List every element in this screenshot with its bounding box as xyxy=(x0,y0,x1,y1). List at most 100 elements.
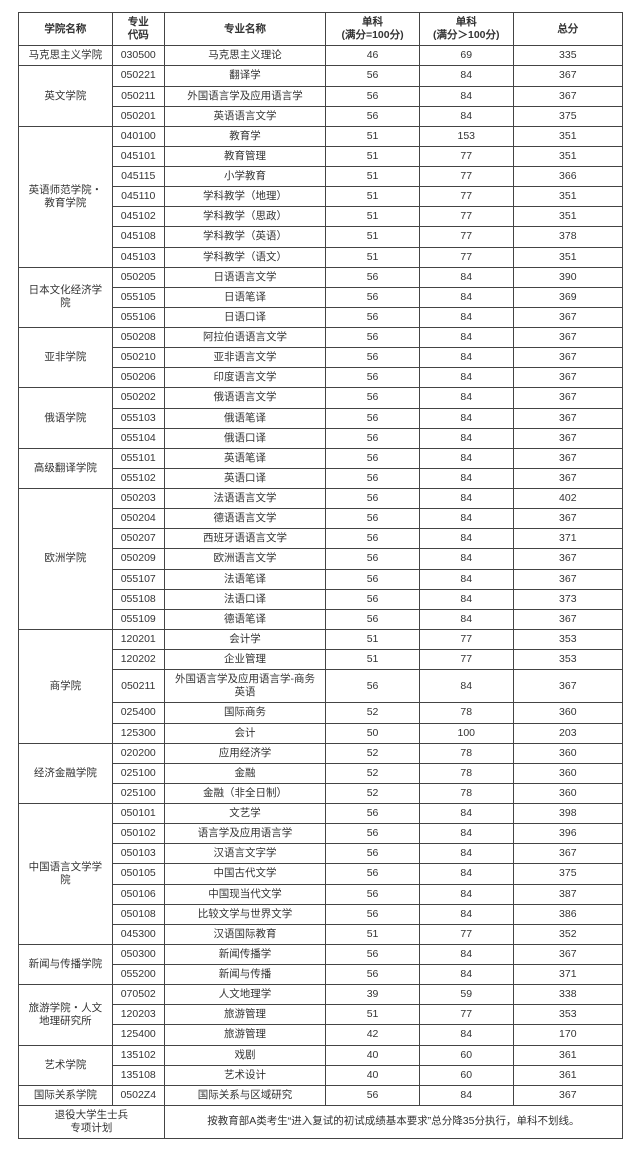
major-cell: 旅游管理 xyxy=(164,1005,325,1025)
value-cell: 361 xyxy=(513,1065,622,1085)
major-cell: 法语语言文学 xyxy=(164,489,325,509)
value-cell: 46 xyxy=(326,46,420,66)
school-cell: 欧洲学院 xyxy=(19,489,113,630)
value-cell: 56 xyxy=(326,348,420,368)
value-cell: 51 xyxy=(326,650,420,670)
value-cell: 335 xyxy=(513,46,622,66)
major-cell: 日语语言文学 xyxy=(164,267,325,287)
value-cell: 390 xyxy=(513,267,622,287)
value-cell: 56 xyxy=(326,408,420,428)
school-cell: 中国语言文学学院 xyxy=(19,804,113,945)
value-cell: 170 xyxy=(513,1025,622,1045)
value-cell: 338 xyxy=(513,985,622,1005)
major-cell: 中国古代文学 xyxy=(164,864,325,884)
major-cell: 小学教育 xyxy=(164,167,325,187)
major-cell: 人文地理学 xyxy=(164,985,325,1005)
value-cell: 84 xyxy=(419,86,513,106)
major-cell: 汉语言文字学 xyxy=(164,844,325,864)
value-cell: 84 xyxy=(419,824,513,844)
major-cell: 学科教学（英语） xyxy=(164,227,325,247)
code-cell: 055105 xyxy=(112,287,164,307)
major-cell: 外国语言学及应用语言学-商务英语 xyxy=(164,670,325,703)
major-cell: 德语笔译 xyxy=(164,609,325,629)
code-cell: 050211 xyxy=(112,670,164,703)
value-cell: 367 xyxy=(513,328,622,348)
value-cell: 69 xyxy=(419,46,513,66)
value-cell: 56 xyxy=(326,944,420,964)
major-cell: 欧洲语言文学 xyxy=(164,549,325,569)
major-cell: 学科教学（语文） xyxy=(164,247,325,267)
code-cell: 120202 xyxy=(112,650,164,670)
value-cell: 56 xyxy=(326,267,420,287)
col-3: 单科(满分=100分) xyxy=(326,13,420,46)
major-cell: 日语口译 xyxy=(164,307,325,327)
code-cell: 030500 xyxy=(112,46,164,66)
code-cell: 050105 xyxy=(112,864,164,884)
value-cell: 84 xyxy=(419,569,513,589)
major-cell: 阿拉伯语语言文学 xyxy=(164,328,325,348)
value-cell: 56 xyxy=(326,569,420,589)
code-cell: 020200 xyxy=(112,743,164,763)
school-cell: 商学院 xyxy=(19,629,113,743)
value-cell: 78 xyxy=(419,783,513,803)
table-row: 国际关系学院0502Z4国际关系与区域研究5684367 xyxy=(19,1085,623,1105)
major-cell: 国际商务 xyxy=(164,703,325,723)
table-row: 新闻与传播学院050300新闻传播学5684367 xyxy=(19,944,623,964)
code-cell: 045108 xyxy=(112,227,164,247)
major-cell: 英语笔译 xyxy=(164,448,325,468)
major-cell: 西班牙语语言文学 xyxy=(164,529,325,549)
code-cell: 025100 xyxy=(112,783,164,803)
value-cell: 77 xyxy=(419,924,513,944)
table-row: 商学院120201会计学5177353 xyxy=(19,629,623,649)
value-cell: 351 xyxy=(513,207,622,227)
code-cell: 050205 xyxy=(112,267,164,287)
major-cell: 应用经济学 xyxy=(164,743,325,763)
value-cell: 366 xyxy=(513,167,622,187)
value-cell: 84 xyxy=(419,1085,513,1105)
code-cell: 055109 xyxy=(112,609,164,629)
value-cell: 367 xyxy=(513,348,622,368)
major-cell: 外国语言学及应用语言学 xyxy=(164,86,325,106)
value-cell: 367 xyxy=(513,468,622,488)
value-cell: 56 xyxy=(326,609,420,629)
table-row: 艺术学院135102戏剧4060361 xyxy=(19,1045,623,1065)
major-cell: 亚非语言文学 xyxy=(164,348,325,368)
table-row: 英语师范学院・教育学院040100教育学51153351 xyxy=(19,126,623,146)
value-cell: 352 xyxy=(513,924,622,944)
code-cell: 055104 xyxy=(112,428,164,448)
value-cell: 84 xyxy=(419,804,513,824)
code-cell: 025100 xyxy=(112,763,164,783)
value-cell: 153 xyxy=(419,126,513,146)
value-cell: 367 xyxy=(513,448,622,468)
value-cell: 398 xyxy=(513,804,622,824)
value-cell: 367 xyxy=(513,569,622,589)
value-cell: 367 xyxy=(513,844,622,864)
code-cell: 070502 xyxy=(112,985,164,1005)
value-cell: 396 xyxy=(513,824,622,844)
major-cell: 比较文学与世界文学 xyxy=(164,904,325,924)
value-cell: 51 xyxy=(326,629,420,649)
code-cell: 125400 xyxy=(112,1025,164,1045)
code-cell: 045300 xyxy=(112,924,164,944)
value-cell: 51 xyxy=(326,187,420,207)
code-cell: 025400 xyxy=(112,703,164,723)
code-cell: 055200 xyxy=(112,965,164,985)
code-cell: 050221 xyxy=(112,66,164,86)
code-cell: 055101 xyxy=(112,448,164,468)
value-cell: 367 xyxy=(513,86,622,106)
major-cell: 文艺学 xyxy=(164,804,325,824)
major-cell: 印度语言文学 xyxy=(164,368,325,388)
school-cell: 亚非学院 xyxy=(19,328,113,388)
value-cell: 84 xyxy=(419,408,513,428)
value-cell: 84 xyxy=(419,348,513,368)
value-cell: 60 xyxy=(419,1065,513,1085)
value-cell: 203 xyxy=(513,723,622,743)
table-row: 高级翻译学院055101英语笔译5684367 xyxy=(19,448,623,468)
value-cell: 56 xyxy=(326,328,420,348)
value-cell: 387 xyxy=(513,884,622,904)
value-cell: 52 xyxy=(326,783,420,803)
value-cell: 56 xyxy=(326,844,420,864)
value-cell: 51 xyxy=(326,207,420,227)
value-cell: 84 xyxy=(419,589,513,609)
value-cell: 78 xyxy=(419,743,513,763)
